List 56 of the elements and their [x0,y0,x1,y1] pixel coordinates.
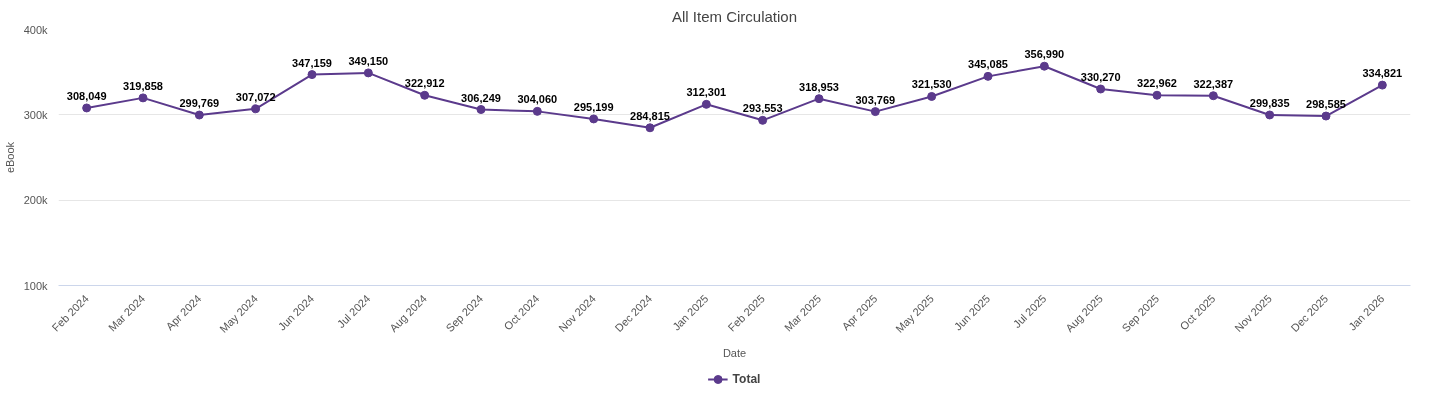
text: 318,953 [799,80,839,93]
point [1096,84,1106,94]
point [1377,80,1387,90]
y-tick-label: 200k [23,194,48,207]
text: 334,821 [1362,67,1403,80]
text: 299,769 [179,97,220,110]
text: 347,159 [292,56,332,69]
x-axis-title: Date [722,347,747,360]
y-tick-label: 100k [23,279,48,292]
text: 304,060 [517,93,558,106]
point [363,68,373,78]
text: 321,530 [911,78,952,91]
text: 356,990 [1024,48,1065,61]
point [814,94,824,104]
point [476,105,486,114]
point [138,93,148,103]
chart-title: All Item Circulation [671,7,798,25]
y-tick-label: 300k [23,108,48,121]
text: 299,835 [1249,96,1290,109]
text: 349,150 [348,54,389,67]
point [1265,110,1275,120]
point [983,71,993,81]
text: 312,301 [686,86,727,99]
point [645,123,655,133]
point [758,115,768,125]
y-axis-title: eBook [3,141,16,174]
point [420,90,430,100]
text: 303,769 [855,93,896,106]
text: 345,085 [968,58,1008,71]
point [927,91,937,101]
text: 322,387 [1193,77,1234,90]
point [589,114,599,124]
point [701,99,711,109]
text: 308,049 [66,89,107,102]
text: 322,912 [404,77,445,90]
point [1152,90,1162,100]
text: 306,249 [461,91,501,104]
point [194,110,204,120]
point [532,106,542,116]
text: 295,199 [573,100,614,113]
point [870,107,880,117]
text: 293,553 [742,102,783,115]
point [1321,111,1331,121]
text: 322,962 [1137,77,1177,90]
point [1208,91,1218,101]
text: 284,815 [630,109,670,122]
text: 307,072 [235,90,276,103]
point [1039,61,1049,71]
text: 330,270 [1080,71,1121,83]
point [82,103,92,113]
text: 319,858 [123,79,163,92]
point [251,104,261,114]
point [307,70,317,80]
y-tick-label: 400k [23,23,48,36]
text: 298,585 [1306,98,1346,111]
legend-label: Total [732,372,761,386]
